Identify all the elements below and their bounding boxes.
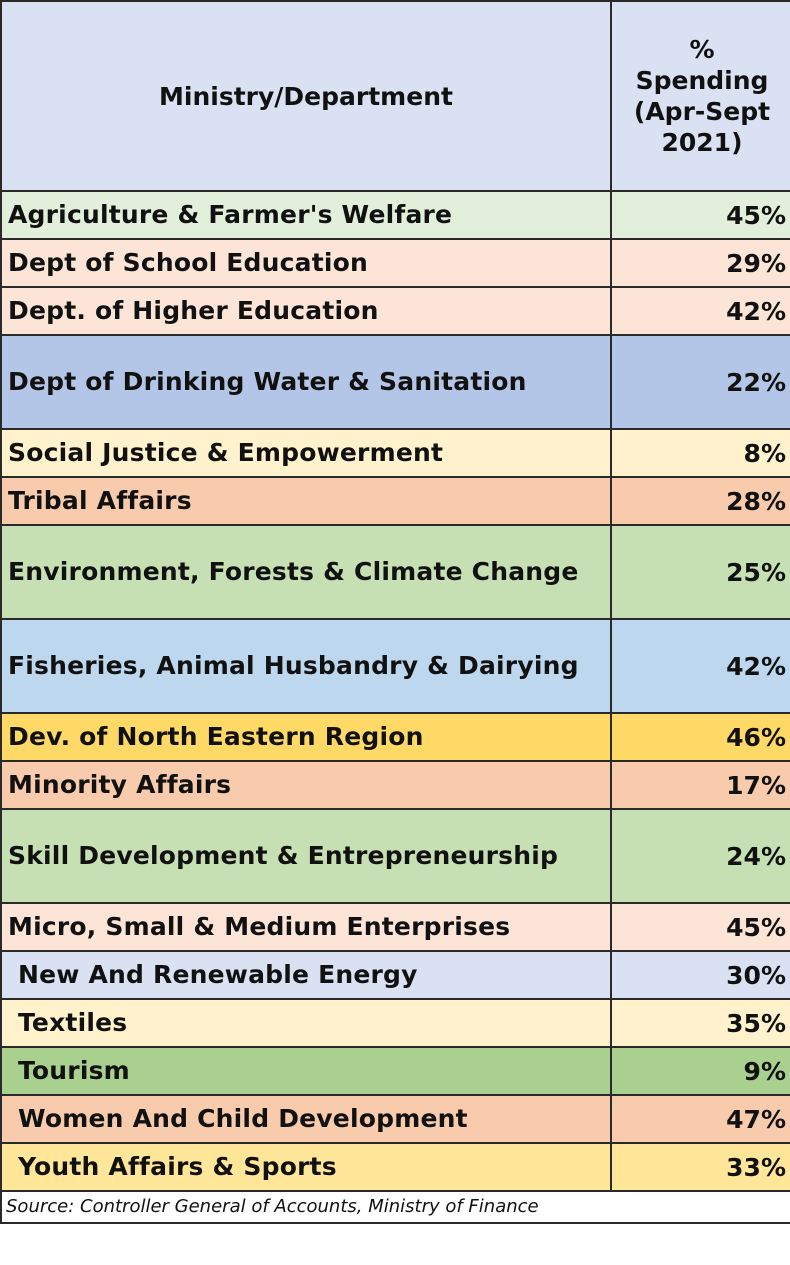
ministry-name-cell: Fisheries, Animal Husbandry & Dairying	[0, 618, 612, 714]
table-row: Dept. of Higher Education 42%	[0, 286, 790, 336]
spending-value-cell: 46%	[610, 712, 790, 762]
spending-value-cell: 42%	[610, 286, 790, 336]
spending-value-cell: 28%	[610, 476, 790, 526]
table-row: Minority Affairs 17%	[0, 760, 790, 810]
ministry-name-cell: Tribal Affairs	[0, 476, 612, 526]
ministry-name-cell: Skill Development & Entrepreneurship	[0, 808, 612, 904]
ministry-name-cell: Dept of School Education	[0, 238, 612, 288]
ministry-name-cell: New And Renewable Energy	[0, 950, 612, 1000]
ministry-name-cell: Women And Child Development	[0, 1094, 612, 1144]
column-header-ministry: Ministry/Department	[0, 0, 612, 192]
table-row: Tourism 9%	[0, 1046, 790, 1096]
ministry-name-cell: Dev. of North Eastern Region	[0, 712, 612, 762]
table-body: Agriculture & Farmer's Welfare 45% Dept of…	[0, 190, 790, 1192]
spending-value-cell: 17%	[610, 760, 790, 810]
spending-value-cell: 30%	[610, 950, 790, 1000]
ministry-name-cell: Micro, Small & Medium Enterprises	[0, 902, 612, 952]
spending-value-cell: 24%	[610, 808, 790, 904]
table-row: Youth Affairs & Sports 33%	[0, 1142, 790, 1192]
table-row: Women And Child Development 47%	[0, 1094, 790, 1144]
table-row: New And Renewable Energy 30%	[0, 950, 790, 1000]
table-row: Dept of School Education 29%	[0, 238, 790, 288]
spending-value-cell: 42%	[610, 618, 790, 714]
header-row: Ministry/Department % Spending (Apr-Sept…	[0, 0, 790, 192]
table-row: Agriculture & Farmer's Welfare 45%	[0, 190, 790, 240]
table-row: Social Justice & Empowerment 8%	[0, 428, 790, 478]
spending-table: Ministry/Department % Spending (Apr-Sept…	[0, 0, 790, 1224]
header-line: (Apr-Sept	[633, 97, 771, 126]
spending-value-cell: 45%	[610, 902, 790, 952]
table-row: Tribal Affairs 28%	[0, 476, 790, 526]
table-row: Textiles 35%	[0, 998, 790, 1048]
spending-value-cell: 25%	[610, 524, 790, 620]
ministry-name-cell: Social Justice & Empowerment	[0, 428, 612, 478]
table-row: Micro, Small & Medium Enterprises 45%	[0, 902, 790, 952]
table-row: Environment, Forests & Climate Change 25%	[0, 524, 790, 620]
spending-value-cell: 29%	[610, 238, 790, 288]
spending-value-cell: 35%	[610, 998, 790, 1048]
source-note: Source: Controller General of Accounts, …	[0, 1190, 790, 1224]
header-line: 2021)	[661, 128, 743, 157]
spending-value-cell: 45%	[610, 190, 790, 240]
table-row: Fisheries, Animal Husbandry & Dairying 42…	[0, 618, 790, 714]
table-row: Skill Development & Entrepreneurship 24%	[0, 808, 790, 904]
ministry-name-cell: Minority Affairs	[0, 760, 612, 810]
ministry-name-cell: Environment, Forests & Climate Change	[0, 524, 612, 620]
ministry-name-cell: Tourism	[0, 1046, 612, 1096]
header-line: %	[689, 35, 715, 64]
ministry-name-cell: Dept. of Higher Education	[0, 286, 612, 336]
ministry-name-cell: Textiles	[0, 998, 612, 1048]
table-row: Dev. of North Eastern Region 46%	[0, 712, 790, 762]
spending-value-cell: 9%	[610, 1046, 790, 1096]
table-row: Dept of Drinking Water & Sanitation 22%	[0, 334, 790, 430]
spending-value-cell: 47%	[610, 1094, 790, 1144]
column-header-spending: % Spending (Apr-Sept 2021)	[610, 0, 790, 192]
spending-value-cell: 8%	[610, 428, 790, 478]
ministry-name-cell: Youth Affairs & Sports	[0, 1142, 612, 1192]
spending-value-cell: 22%	[610, 334, 790, 430]
source-row: Source: Controller General of Accounts, …	[0, 1190, 790, 1224]
ministry-name-cell: Dept of Drinking Water & Sanitation	[0, 334, 612, 430]
spending-value-cell: 33%	[610, 1142, 790, 1192]
ministry-name-cell: Agriculture & Farmer's Welfare	[0, 190, 612, 240]
header-line: Spending	[635, 66, 769, 95]
